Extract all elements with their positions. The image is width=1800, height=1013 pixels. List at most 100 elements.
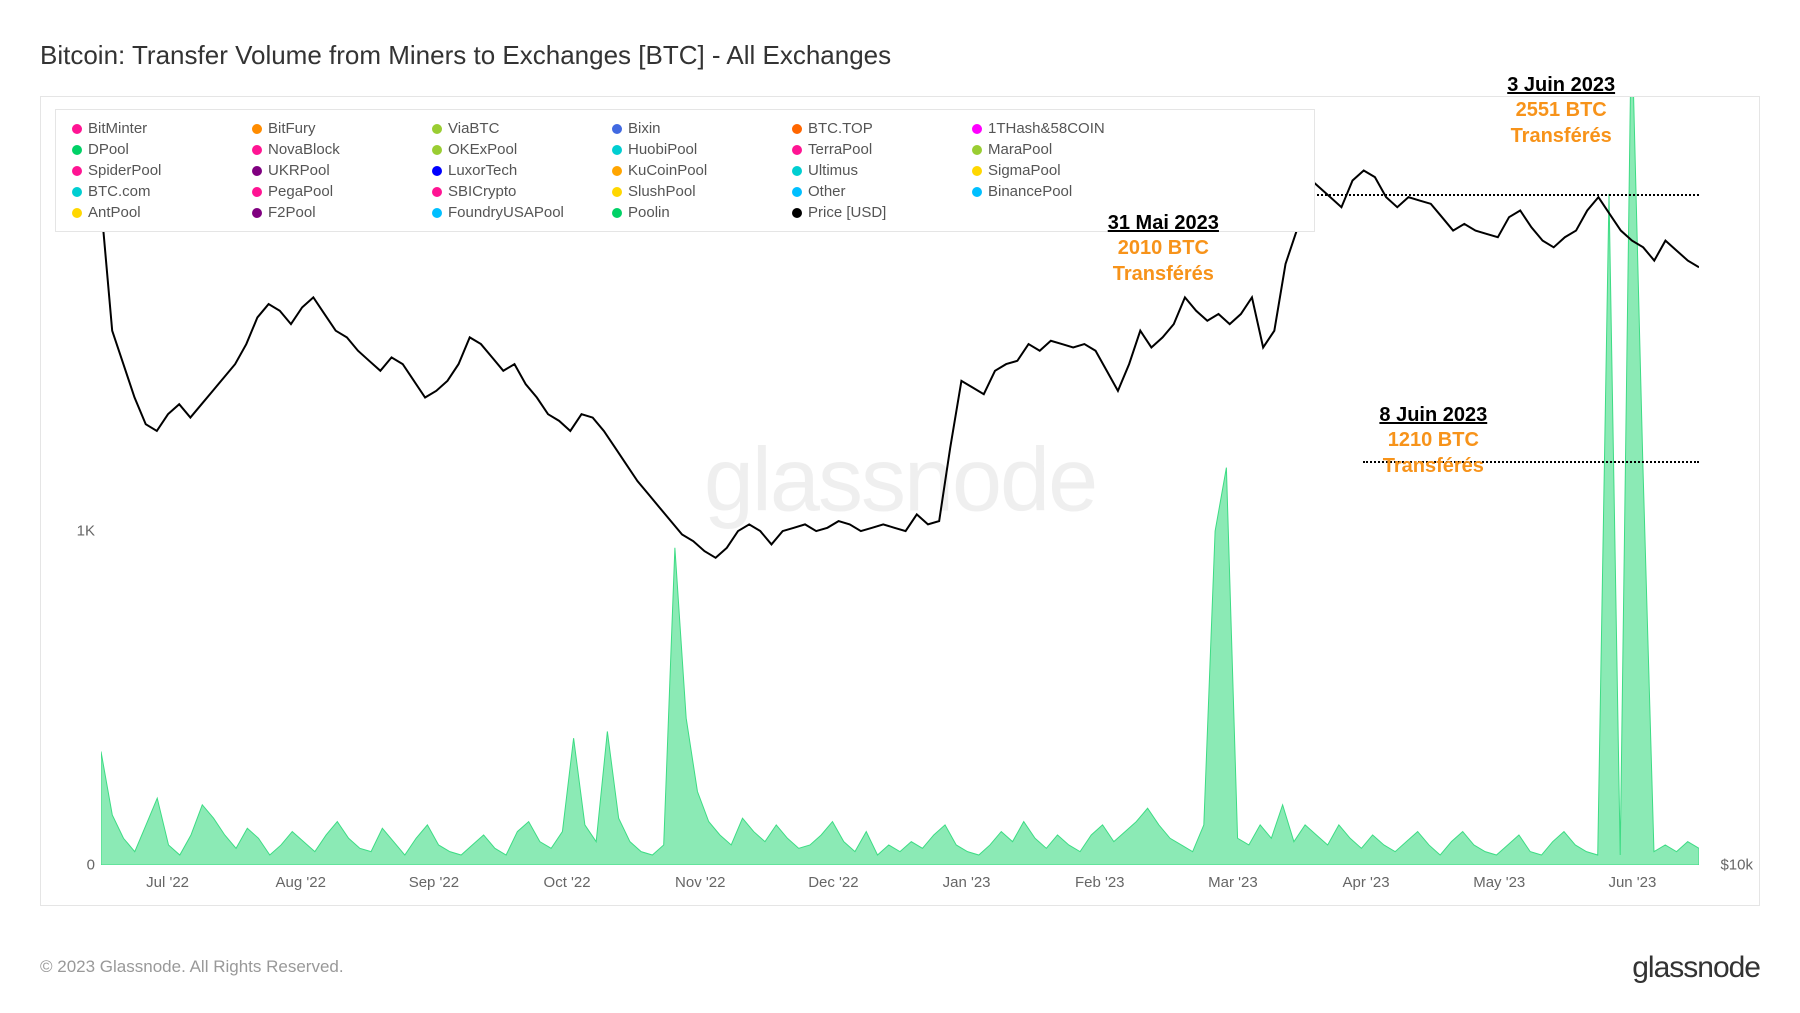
legend-item[interactable]: PegaPool	[248, 181, 428, 202]
legend-dot	[972, 145, 982, 155]
legend-label: PegaPool	[268, 183, 333, 200]
legend-item[interactable]: LuxorTech	[428, 160, 608, 181]
legend-label: ViaBTC	[448, 120, 499, 137]
annotation-date: 31 Mai 2023	[1108, 212, 1219, 235]
legend-item[interactable]: SigmaPool	[968, 160, 1148, 181]
legend-dot	[612, 145, 622, 155]
legend-item[interactable]: Poolin	[608, 202, 788, 223]
legend-item[interactable]: NovaBlock	[248, 139, 428, 160]
legend-dot	[792, 166, 802, 176]
x-axis-tick: Jun '23	[1608, 874, 1656, 891]
legend-dot	[72, 145, 82, 155]
legend-dot	[792, 145, 802, 155]
legend-dot	[612, 187, 622, 197]
annotation-value: 2010 BTC	[1108, 235, 1219, 261]
x-axis-tick: May '23	[1473, 874, 1525, 891]
legend-item[interactable]: AntPool	[68, 202, 248, 223]
legend-item[interactable]: ViaBTC	[428, 118, 608, 139]
legend-item[interactable]: SlushPool	[608, 181, 788, 202]
legend-item[interactable]: KuCoinPool	[608, 160, 788, 181]
legend-label: FoundryUSAPool	[448, 204, 564, 221]
legend-dot	[792, 208, 802, 218]
legend-label: NovaBlock	[268, 141, 340, 158]
legend-label: BitFury	[268, 120, 316, 137]
x-axis-tick: Jan '23	[943, 874, 991, 891]
legend-label: Ultimus	[808, 162, 858, 179]
legend-item[interactable]: BTC.com	[68, 181, 248, 202]
legend-dot	[72, 166, 82, 176]
legend-label: UKRPool	[268, 162, 330, 179]
legend-item[interactable]: Bixin	[608, 118, 788, 139]
legend-label: SBICrypto	[448, 183, 516, 200]
legend-dot	[432, 124, 442, 134]
legend-label: AntPool	[88, 204, 141, 221]
legend-item[interactable]: TerraPool	[788, 139, 968, 160]
legend-item[interactable]: 1THash&58COIN	[968, 118, 1148, 139]
chart-title: Bitcoin: Transfer Volume from Miners to …	[40, 40, 891, 71]
legend-item[interactable]: SpiderPool	[68, 160, 248, 181]
legend-item[interactable]: F2Pool	[248, 202, 428, 223]
legend-dot	[432, 166, 442, 176]
legend-item[interactable]: BitMinter	[68, 118, 248, 139]
legend-dot	[432, 208, 442, 218]
annotation-value: 1210 BTC	[1379, 427, 1487, 453]
legend-item[interactable]: DPool	[68, 139, 248, 160]
x-axis-tick: Sep '22	[409, 874, 459, 891]
legend-item[interactable]: UKRPool	[248, 160, 428, 181]
y-axis-tick: 1K	[51, 523, 95, 540]
x-axis-tick: Aug '22	[276, 874, 326, 891]
copyright: © 2023 Glassnode. All Rights Reserved.	[40, 957, 344, 977]
legend-label: BitMinter	[88, 120, 147, 137]
legend-label: HuobiPool	[628, 141, 697, 158]
legend-dot	[612, 166, 622, 176]
legend-dot	[432, 145, 442, 155]
x-axis-tick: Mar '23	[1208, 874, 1258, 891]
legend-dot	[612, 208, 622, 218]
legend-dot	[72, 187, 82, 197]
y-right-tick: $10k	[1720, 857, 1753, 874]
legend-label: Other	[808, 183, 846, 200]
legend-dot	[72, 124, 82, 134]
legend-label: Poolin	[628, 204, 670, 221]
legend-item[interactable]: Other	[788, 181, 968, 202]
legend-label: 1THash&58COIN	[988, 120, 1105, 137]
x-axis-tick: Nov '22	[675, 874, 725, 891]
legend-item[interactable]: HuobiPool	[608, 139, 788, 160]
y-axis-tick: 0	[51, 857, 95, 874]
legend-label: Price [USD]	[808, 204, 886, 221]
legend-label: SlushPool	[628, 183, 696, 200]
legend-label: BTC.TOP	[808, 120, 873, 137]
annotation-date: 3 Juin 2023	[1507, 74, 1615, 97]
legend-dot	[72, 208, 82, 218]
brand-logo: glassnode	[1632, 951, 1760, 985]
legend-label: DPool	[88, 141, 129, 158]
legend-label: SpiderPool	[88, 162, 161, 179]
legend-label: TerraPool	[808, 141, 872, 158]
legend-item[interactable]: OKExPool	[428, 139, 608, 160]
legend-item[interactable]: Ultimus	[788, 160, 968, 181]
annotation-suffix: Transférés	[1507, 123, 1615, 149]
legend-item[interactable]: BinancePool	[968, 181, 1148, 202]
legend-item[interactable]: BTC.TOP	[788, 118, 968, 139]
legend-item[interactable]: BitFury	[248, 118, 428, 139]
legend-label: BTC.com	[88, 183, 151, 200]
chart-frame: BitMinter BitFury ViaBTC Bixin BTC.TOP 1THash…	[40, 96, 1760, 906]
legend-dot	[792, 124, 802, 134]
annotation: 3 Juin 20232551 BTCTransférés	[1507, 74, 1615, 149]
legend-item[interactable]: SBICrypto	[428, 181, 608, 202]
annotation: 31 Mai 20232010 BTCTransférés	[1108, 212, 1219, 287]
legend-dot	[432, 187, 442, 197]
legend-item[interactable]: Price [USD]	[788, 202, 968, 223]
annotation-date: 8 Juin 2023	[1379, 404, 1487, 427]
legend-label: OKExPool	[448, 141, 517, 158]
annotation-suffix: Transférés	[1108, 261, 1219, 287]
legend-label: MaraPool	[988, 141, 1052, 158]
legend-dot	[972, 166, 982, 176]
legend-label: KuCoinPool	[628, 162, 707, 179]
legend-dot	[972, 124, 982, 134]
legend-item[interactable]: FoundryUSAPool	[428, 202, 608, 223]
annotation: 8 Juin 20231210 BTCTransférés	[1379, 404, 1487, 479]
legend-item[interactable]: MaraPool	[968, 139, 1148, 160]
x-axis-tick: Feb '23	[1075, 874, 1125, 891]
x-axis-tick: Apr '23	[1343, 874, 1390, 891]
